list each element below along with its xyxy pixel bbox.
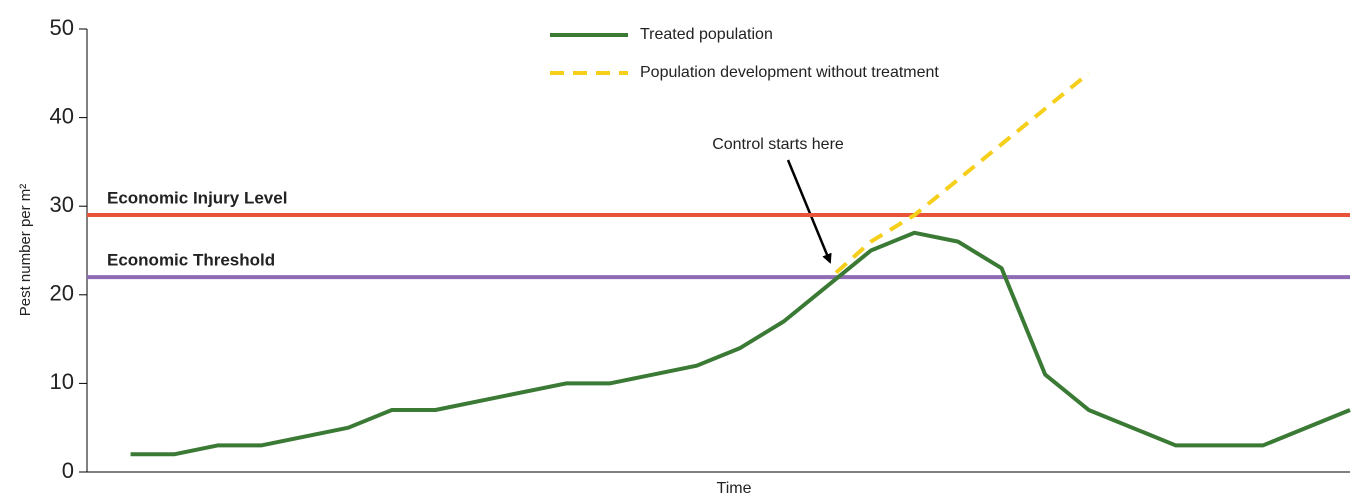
x-axis-label: Time [717,480,752,497]
y-tick-label: 50 [50,15,74,40]
series-line [130,230,1351,457]
y-tick-label: 30 [50,192,74,217]
y-tick-label: 10 [50,369,74,394]
series-line [834,71,1090,275]
y-tick-label: 20 [50,281,74,306]
y-axis-label: Pest number per m² [17,184,34,317]
legend-label: Population development without treatment [640,64,939,81]
y-tick-label: 0 [62,458,74,483]
legend-label: Treated population [640,26,773,43]
y-tick-label: 40 [50,103,74,128]
annotation-arrow [786,159,832,264]
reference-line-label: Economic Threshold [107,251,275,270]
reference-line-label: Economic Injury Level [107,189,287,208]
annotation: Control starts here [712,136,844,153]
